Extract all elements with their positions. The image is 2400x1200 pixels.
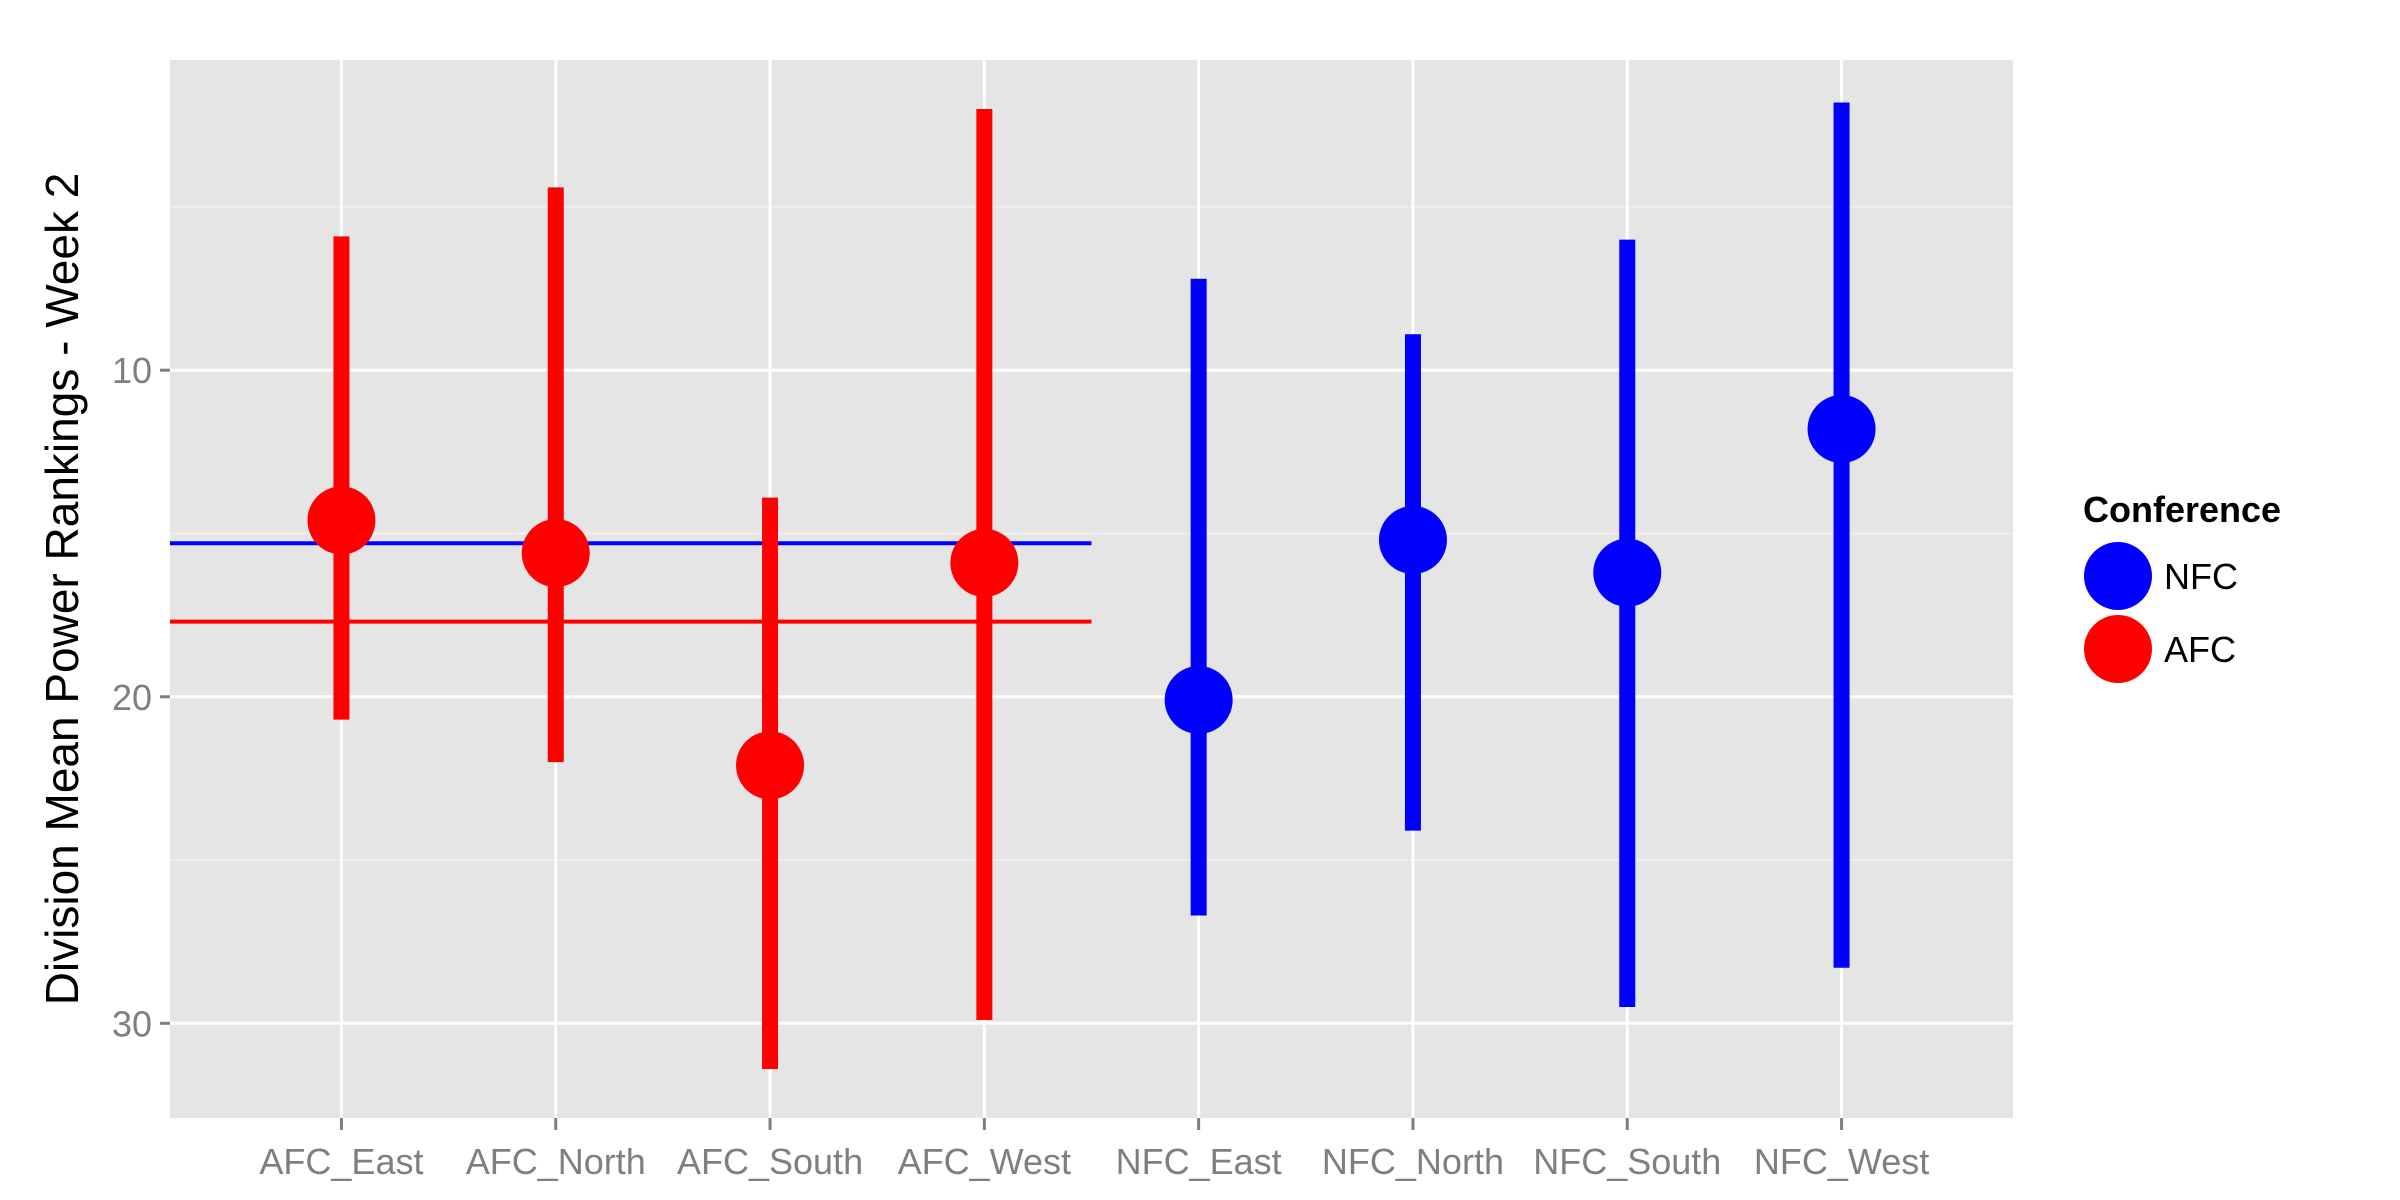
x-tick-label: AFC_South (677, 1141, 863, 1182)
x-tick-label: NFC_South (1533, 1141, 1721, 1182)
x-axis: AFC_East AFC_North AFC_South AFC_West NFC_Ea… (259, 1118, 1929, 1182)
y-tick-label: 10 (112, 350, 152, 391)
legend-key-afc (2084, 615, 2152, 683)
x-tick-label: AFC_North (466, 1141, 646, 1182)
x-tick-label: AFC_West (898, 1141, 1071, 1182)
x-tick-label: NFC_North (1322, 1141, 1504, 1182)
x-tick-label: AFC_East (259, 1141, 423, 1182)
range-bars (333, 102, 1850, 1070)
mean-point-afc-north (521, 519, 590, 588)
y-axis-title: Division Mean Power Rankings - Week 2 (36, 173, 88, 1006)
mean-point-nfc-east (1164, 666, 1233, 735)
legend-key-nfc (2084, 542, 2152, 610)
x-tick-label: NFC_West (1754, 1141, 1929, 1182)
legend-entries: NFC AFC (2084, 542, 2238, 683)
legend: Conference NFC AFC (2083, 489, 2281, 683)
mean-point-afc-west (950, 528, 1019, 597)
y-tick-label: 20 (112, 677, 152, 718)
legend-label-nfc: NFC (2164, 556, 2238, 597)
mean-point-nfc-south (1593, 538, 1662, 607)
grid-minor (170, 206, 2013, 861)
mean-points (307, 394, 1876, 800)
legend-title: Conference (2083, 489, 2281, 530)
y-axis: 10 20 30 (112, 350, 170, 1044)
mean-point-afc-south (736, 731, 805, 800)
x-tick-label: NFC_East (1116, 1141, 1282, 1182)
mean-point-afc-east (307, 486, 376, 555)
plot-panel (170, 60, 2013, 1118)
mean-point-nfc-north (1378, 506, 1447, 575)
legend-label-afc: AFC (2164, 629, 2236, 670)
y-tick-label: 30 (112, 1003, 152, 1044)
mean-point-nfc-west (1807, 394, 1876, 463)
